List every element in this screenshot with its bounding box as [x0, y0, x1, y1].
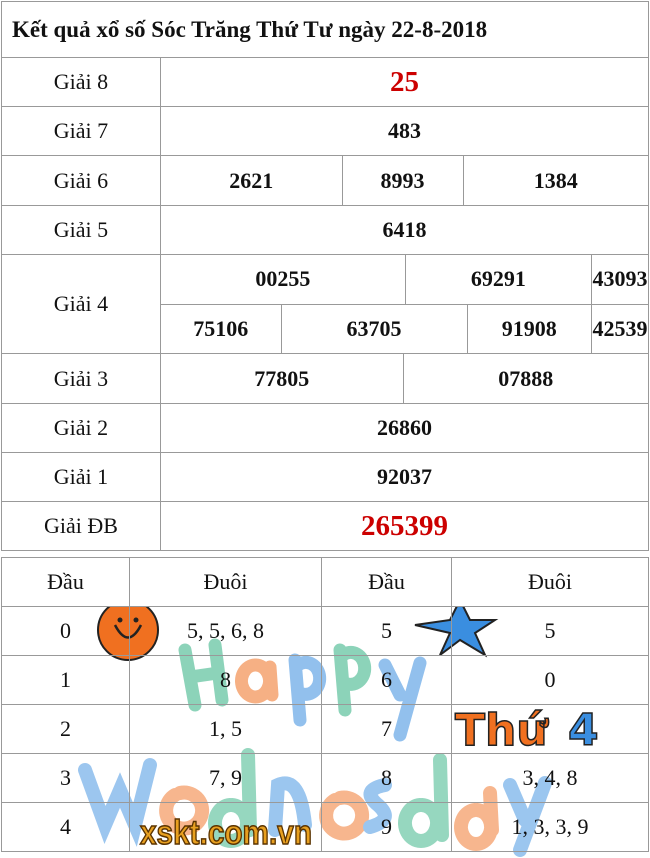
dau-cell: 5	[321, 606, 452, 656]
prize-5-value: 6418	[160, 205, 649, 255]
header-duoi: Đuôi	[451, 557, 649, 607]
dau-cell: 0	[1, 606, 130, 656]
prize-4-value: 43093	[591, 255, 648, 305]
prize-4-value: 00255	[161, 255, 406, 305]
duoi-cell: 1, 5	[129, 704, 322, 754]
duoi-cell: 5, 5, 6, 8	[129, 606, 322, 656]
duoi-cell: 1, 3, 3, 9	[451, 802, 649, 852]
duoi-cell	[451, 704, 649, 754]
header-dau: Đầu	[1, 557, 130, 607]
prize-7-value: 483	[160, 106, 649, 156]
prize-4-value: 42539	[592, 315, 648, 341]
duoi-cell: 5	[451, 606, 649, 656]
table-row: 4 9 1, 3, 3, 9	[1, 802, 649, 852]
header-dau: Đầu	[321, 557, 452, 607]
prize-label: Giải 7	[1, 106, 161, 156]
special-prize-value: 265399	[160, 501, 649, 551]
dau-cell: 1	[1, 655, 130, 705]
dau-cell: 2	[1, 704, 130, 754]
duoi-cell	[129, 802, 322, 852]
prize-label: Giải 3	[1, 353, 161, 404]
prize-4-value: 63705	[281, 304, 468, 353]
prize-3-value: 07888	[498, 365, 554, 391]
prize-label: Giải 6	[1, 155, 161, 206]
prize-8-value: 25	[160, 57, 649, 107]
dau-cell: 6	[321, 655, 452, 705]
prize-6-value: 1384	[533, 167, 578, 193]
prize-label: Giải 8	[1, 57, 161, 107]
prize-4-value: 69291	[405, 255, 592, 305]
dau-cell: 8	[321, 753, 452, 803]
prize-4-value: 91908	[467, 304, 592, 353]
duoi-cell: 0	[451, 655, 649, 705]
duoi-cell: 7, 9	[129, 753, 322, 803]
dau-cell: 4	[1, 802, 130, 852]
prize-2-value: 26860	[160, 403, 649, 453]
prize-6-value: 2621	[161, 156, 343, 205]
prize-label: Giải 5	[1, 205, 161, 255]
prize-3-value: 77805	[161, 354, 404, 403]
prize-label: Giải ĐB	[1, 501, 161, 551]
prize-label: Giải 4	[1, 254, 161, 354]
prize-4-value: 75106	[161, 304, 282, 353]
dau-cell: 3	[1, 753, 130, 803]
header-duoi: Đuôi	[129, 557, 322, 607]
duoi-cell: 8	[129, 655, 322, 705]
prize-6-value: 8993	[342, 156, 464, 205]
results-table: Kết quả xổ số Sóc Trăng Thứ Tư ngày 22-8…	[1, 1, 649, 551]
prize-label: Giải 1	[1, 452, 161, 502]
table-row: 3 7, 9 8 3, 4, 8	[1, 753, 649, 803]
dau-cell: 7	[321, 704, 452, 754]
page-title: Kết quả xổ số Sóc Trăng Thứ Tư ngày 22-8…	[1, 1, 649, 58]
prize-label: Giải 2	[1, 403, 161, 453]
duoi-cell: 3, 4, 8	[451, 753, 649, 803]
prize-1-value: 92037	[160, 452, 649, 502]
dau-cell: 9	[321, 802, 452, 852]
